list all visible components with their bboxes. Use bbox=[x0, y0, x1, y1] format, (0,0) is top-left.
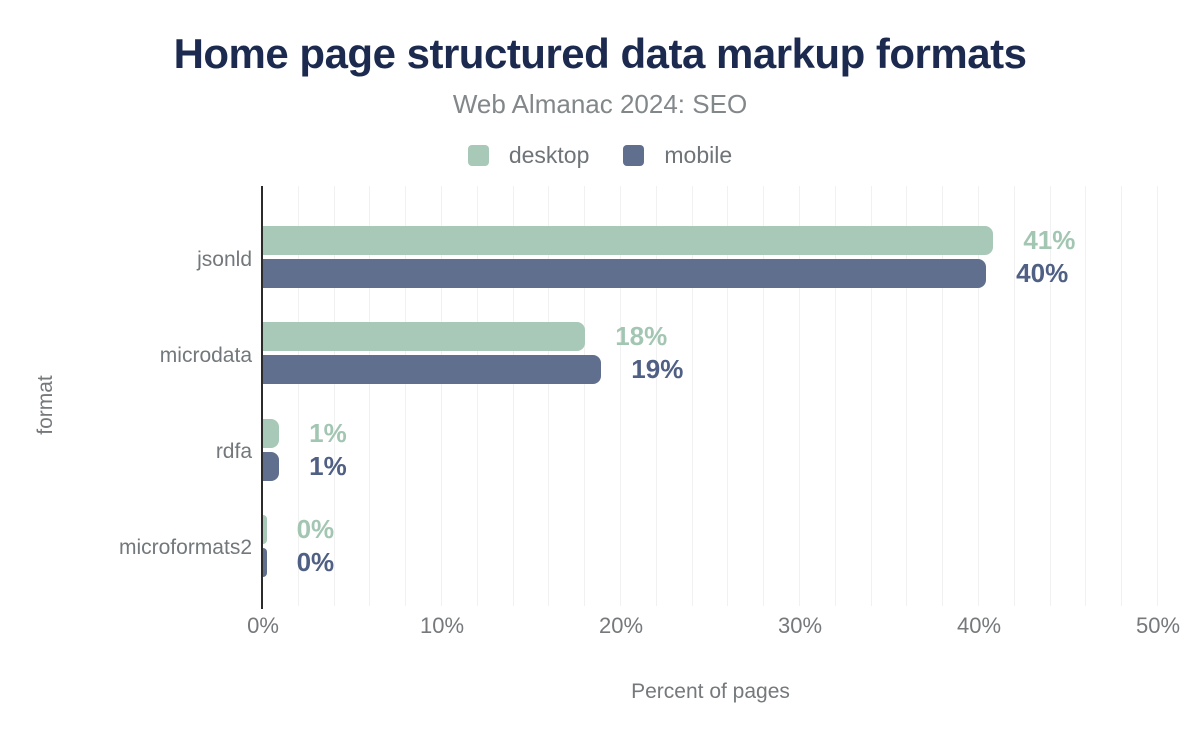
value-label-mobile-microdata: 19% bbox=[631, 354, 684, 385]
x-tick-40%: 40% bbox=[956, 613, 1002, 638]
gridline bbox=[691, 186, 693, 606]
legend-label-mobile: mobile bbox=[664, 142, 733, 168]
gridline bbox=[405, 186, 407, 606]
gridline bbox=[1085, 186, 1087, 606]
y-axis-title: format bbox=[34, 375, 57, 435]
gridline bbox=[333, 186, 335, 606]
category-label-microformats2: microformats2 bbox=[118, 536, 252, 560]
bar-mobile-rdfa bbox=[263, 451, 280, 481]
value-label-desktop-microdata: 18% bbox=[615, 321, 668, 352]
x-tick-10%: 10% bbox=[419, 613, 465, 638]
legend-swatch-mobile bbox=[623, 145, 645, 166]
bar-mobile-jsonld bbox=[263, 259, 987, 288]
value-label-desktop-microformats2: 0% bbox=[296, 513, 335, 544]
legend-item-desktop: desktop bbox=[467, 142, 590, 169]
legend: desktop mobile bbox=[0, 142, 1200, 169]
gridline bbox=[548, 186, 550, 606]
gridline bbox=[1013, 186, 1015, 606]
category-label-rdfa: rdfa bbox=[215, 440, 252, 464]
gridline bbox=[870, 186, 872, 606]
plot-area: 41% 40% 18% 19% 1% 1% 0% 0% bbox=[263, 186, 1170, 606]
bar-desktop-microformats2 bbox=[263, 514, 267, 544]
gridline bbox=[655, 186, 657, 606]
gridline bbox=[1121, 186, 1123, 606]
value-label-mobile-jsonld: 40% bbox=[1016, 258, 1069, 288]
bar-desktop-jsonld bbox=[263, 226, 994, 255]
value-label-mobile-microformats2: 0% bbox=[296, 546, 335, 577]
gridline bbox=[834, 186, 836, 606]
legend-swatch-desktop bbox=[467, 145, 489, 166]
gridline bbox=[1049, 186, 1051, 606]
value-label-desktop-rdfa: 1% bbox=[309, 417, 347, 448]
x-tick-50%: 50% bbox=[1135, 613, 1181, 638]
bar-mobile-microformats2 bbox=[263, 547, 267, 577]
bar-desktop-microdata bbox=[263, 322, 586, 352]
y-axis-line bbox=[261, 186, 263, 609]
gridline bbox=[584, 186, 586, 606]
gridline bbox=[441, 186, 442, 606]
x-tick-0%: 0% bbox=[247, 613, 279, 638]
legend-item-mobile: mobile bbox=[623, 142, 732, 169]
gridline bbox=[369, 186, 371, 606]
value-label-mobile-rdfa: 1% bbox=[309, 450, 347, 481]
gridline bbox=[727, 186, 729, 606]
gridline bbox=[297, 186, 299, 606]
x-tick-30%: 30% bbox=[777, 613, 823, 638]
x-axis-title: Percent of pages bbox=[631, 680, 790, 703]
chart-subtitle: Web Almanac 2024: SEO bbox=[452, 89, 748, 119]
gridline bbox=[799, 186, 800, 606]
x-tick-20%: 20% bbox=[598, 613, 644, 638]
gridline bbox=[942, 186, 944, 606]
category-label-jsonld: jsonld bbox=[197, 247, 252, 271]
gridline bbox=[906, 186, 908, 606]
gridline bbox=[512, 186, 514, 606]
value-label-desktop-jsonld: 41% bbox=[1023, 225, 1076, 255]
gridline bbox=[978, 186, 979, 606]
gridline bbox=[476, 186, 478, 606]
legend-label-desktop: desktop bbox=[508, 142, 590, 168]
chart-title: Home page structured data markup formats bbox=[173, 30, 1027, 77]
gridline bbox=[620, 186, 621, 606]
gridline bbox=[763, 186, 765, 606]
bar-mobile-microdata bbox=[263, 355, 602, 385]
bar-desktop-rdfa bbox=[263, 418, 280, 448]
category-label-microdata: microdata bbox=[159, 343, 252, 367]
gridline bbox=[1157, 186, 1158, 606]
